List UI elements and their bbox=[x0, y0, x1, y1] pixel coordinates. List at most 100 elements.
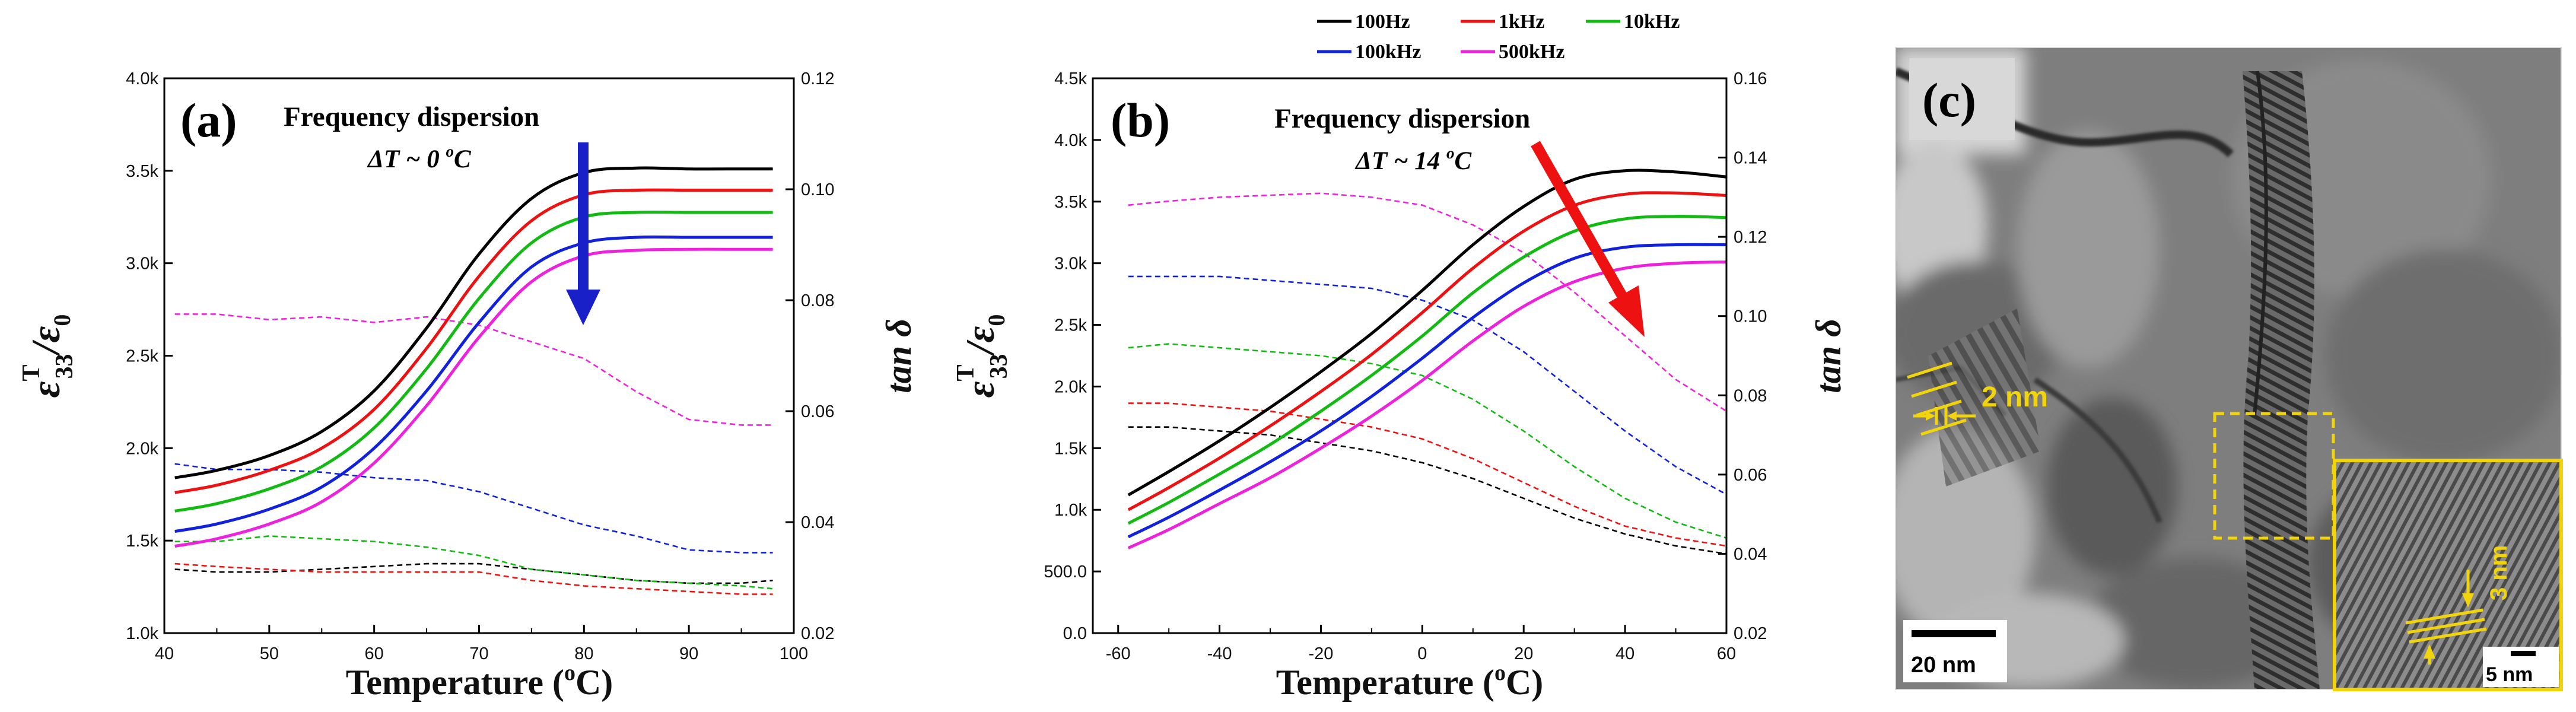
y-tick-label-a: 4.0k bbox=[126, 69, 158, 88]
dispersion-arrow-a bbox=[566, 142, 600, 325]
permittivity-line-a-10khz bbox=[174, 210, 773, 513]
legend-label-10khz: 10kHz bbox=[1624, 11, 1680, 33]
y2-tick-label-b: 0.12 bbox=[1734, 228, 1767, 247]
dispersion-arrow-b bbox=[1531, 141, 1645, 337]
legend-label-100khz: 100kHz bbox=[1355, 41, 1421, 63]
y2-tick-label-b: 0.16 bbox=[1734, 69, 1767, 88]
lattice-measure-main bbox=[1907, 361, 1976, 436]
loss-line-a-1khz bbox=[174, 562, 773, 595]
permittivity-curves-b bbox=[1127, 169, 1727, 549]
y2-tick-label-a: 0.02 bbox=[801, 624, 834, 643]
scalebar-label: 20 nm bbox=[1911, 653, 1976, 678]
y2-axis-label-a: tan δ bbox=[879, 319, 918, 393]
ticks-a: 40 50 60 70 80 90 100 1.0k 1.5k 2.0k 2.5k 3.0k 3.5k 4… bbox=[126, 69, 834, 663]
x-tick-label-b: -40 bbox=[1207, 644, 1232, 663]
panel-label-c: (c) bbox=[1922, 73, 1976, 127]
permittivity-line-a-1khz bbox=[174, 188, 773, 494]
loss-curves-a bbox=[174, 313, 773, 595]
y-tick-label-b: 3.0k bbox=[1054, 255, 1087, 274]
tem-micrograph bbox=[1896, 47, 2561, 689]
loss-line-a-500khz bbox=[174, 313, 773, 426]
permittivity-line-b-100khz bbox=[1127, 243, 1727, 539]
legend-label-100hz: 100Hz bbox=[1355, 11, 1410, 33]
lattice-label-inset: 3 nm bbox=[2486, 545, 2512, 600]
permittivity-line-a-100hz bbox=[174, 166, 773, 479]
y-tick-label-b: 4.0k bbox=[1054, 131, 1087, 150]
loss-line-b-10khz bbox=[1128, 343, 1727, 539]
permittivity-line-a-500khz bbox=[174, 247, 773, 548]
y-tick-label-b: 3.5k bbox=[1054, 193, 1087, 212]
inset-source-box bbox=[2213, 412, 2335, 540]
y-tick-label-a: 2.5k bbox=[126, 347, 158, 366]
y2-tick-label-a: 0.08 bbox=[801, 291, 834, 310]
loss-line-b-500khz bbox=[1128, 192, 1727, 412]
inset-scalebar bbox=[2511, 651, 2536, 656]
x-tick-label-a: 80 bbox=[574, 644, 593, 663]
permittivity-line-b-500khz bbox=[1127, 260, 1727, 549]
permittivity-line-b-10khz bbox=[1127, 215, 1727, 525]
y-tick-label-b: 4.5k bbox=[1054, 69, 1087, 88]
x-tick-label-a: 50 bbox=[260, 644, 279, 663]
x-axis-label-b: Temperature (oC) bbox=[1276, 660, 1544, 702]
y2-tick-label-b: 0.02 bbox=[1734, 624, 1767, 643]
x-tick-label-a: 90 bbox=[679, 644, 698, 663]
x-tick-label-b: 60 bbox=[1717, 644, 1736, 663]
permittivity-line-a-100khz bbox=[174, 235, 773, 533]
y2-tick-label-b: 0.08 bbox=[1734, 386, 1767, 405]
loss-line-b-100hz bbox=[1128, 426, 1727, 555]
chart-panel-a: 40 50 60 70 80 90 100 1.0k 1.5k 2.0k 2.5k 3.0k 3.5k 4… bbox=[18, 69, 918, 702]
y2-tick-label-a: 0.06 bbox=[801, 402, 834, 421]
loss-line-b-100khz bbox=[1128, 275, 1727, 495]
dispersion-title-b: Frequency dispersion bbox=[1274, 103, 1530, 134]
y2-axis-label-b: tan δ bbox=[1809, 319, 1848, 393]
x-tick-label-b: 40 bbox=[1615, 644, 1634, 663]
y2-tick-label-a: 0.04 bbox=[801, 513, 834, 532]
x-tick-label-b: 20 bbox=[1514, 644, 1533, 663]
x-tick-label-b: -60 bbox=[1106, 644, 1131, 663]
x-tick-label-a: 70 bbox=[469, 644, 488, 663]
y2-tick-label-b: 0.14 bbox=[1734, 149, 1767, 168]
y-axis-label-a: εT 33/ε0 bbox=[18, 314, 78, 398]
y-tick-label-a: 3.0k bbox=[126, 255, 158, 274]
tem-frame bbox=[1895, 47, 2562, 690]
lattice-measure-inset bbox=[2405, 570, 2487, 665]
dispersion-dt-a: ΔT ~ 0 oC bbox=[367, 142, 472, 173]
chart-panel-b: -60 -40 -20 0 20 40 60 0.0 500.0 1.0k 1.5k 2.0k 2.5k… bbox=[952, 69, 1848, 702]
inset-frame bbox=[2333, 459, 2563, 691]
y-tick-label-b: 2.0k bbox=[1054, 377, 1087, 396]
y2-tick-label-b: 0.04 bbox=[1734, 545, 1767, 564]
panel-label-c-box bbox=[1909, 58, 2015, 140]
y-tick-label-a: 3.5k bbox=[126, 162, 158, 181]
loss-line-a-10khz bbox=[174, 535, 773, 590]
loss-line-a-100khz bbox=[174, 463, 773, 554]
x-tick-label-b: -20 bbox=[1309, 644, 1334, 663]
plot-frame-b bbox=[1092, 77, 1728, 634]
ticks-b: -60 -40 -20 0 20 40 60 0.0 500.0 1.0k 1.5k 2.0k 2.5k… bbox=[1044, 69, 1767, 663]
y-tick-label-b: 2.5k bbox=[1054, 316, 1087, 335]
legend: 100Hz 1kHz 10kHz 100kHz 500kHz bbox=[1317, 11, 1680, 63]
permittivity-line-b-100hz bbox=[1127, 169, 1727, 497]
y-tick-label-b: 1.5k bbox=[1054, 439, 1087, 458]
loss-line-b-1khz bbox=[1128, 402, 1727, 547]
y2-tick-label-b: 0.06 bbox=[1734, 466, 1767, 485]
y-tick-label-b: 0.0 bbox=[1063, 624, 1087, 643]
y-tick-label-a: 1.0k bbox=[126, 624, 158, 643]
inset-scalebar-label: 5 nm bbox=[2486, 663, 2533, 686]
lattice-label-main: 2 nm bbox=[1982, 382, 2048, 413]
x-tick-label-a: 100 bbox=[780, 644, 808, 663]
legend-label-1khz: 1kHz bbox=[1499, 11, 1544, 33]
x-axis-label-a: Temperature (oC) bbox=[346, 660, 613, 702]
y-tick-label-a: 1.5k bbox=[126, 532, 158, 551]
dispersion-dt-b: ΔT ~ 14 oC bbox=[1354, 144, 1472, 175]
y-tick-label-b: 500.0 bbox=[1044, 562, 1087, 581]
panel-label-a: (a) bbox=[180, 93, 237, 147]
tem-image-panel: (c) 2 nm 3 nm 20 nm 5 bbox=[1895, 47, 2563, 691]
y-tick-label-a: 2.0k bbox=[126, 439, 158, 458]
permittivity-line-b-1khz bbox=[1127, 191, 1727, 511]
y-tick-label-b: 1.0k bbox=[1054, 501, 1087, 520]
dispersion-title-a: Frequency dispersion bbox=[284, 101, 539, 132]
y2-tick-label-b: 0.10 bbox=[1734, 307, 1767, 326]
scalebar bbox=[1912, 630, 1996, 637]
y2-tick-label-a: 0.10 bbox=[801, 180, 834, 199]
